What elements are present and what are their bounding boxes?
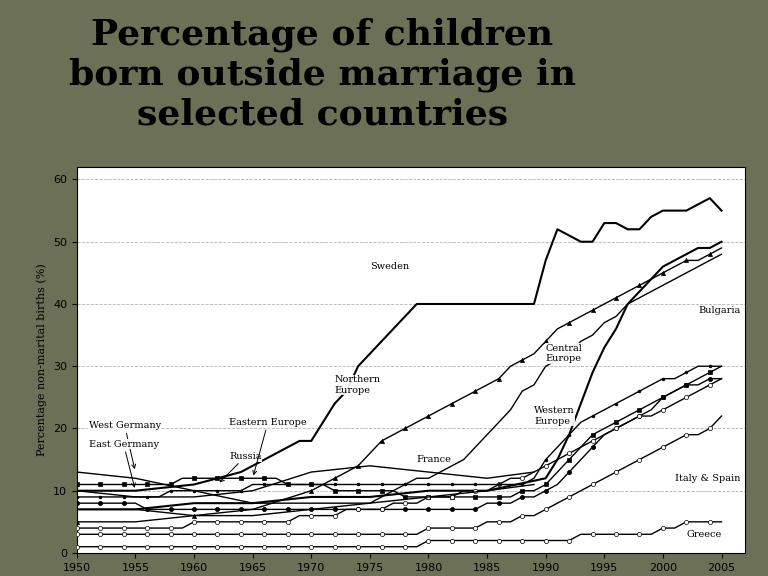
Text: West Germany: West Germany — [88, 421, 161, 468]
Text: Eastern Europe: Eastern Europe — [229, 418, 306, 475]
Text: Bulgaria: Bulgaria — [698, 306, 740, 314]
Y-axis label: Percentage non-marital births (%): Percentage non-marital births (%) — [37, 264, 48, 456]
Text: France: France — [417, 455, 452, 464]
Text: Italy & Spain: Italy & Spain — [674, 474, 740, 483]
Text: East Germany: East Germany — [88, 439, 158, 487]
Text: Greece: Greece — [687, 530, 722, 539]
Text: Northern
Europe: Northern Europe — [335, 375, 381, 395]
Text: Percentage of children
born outside marriage in
selected countries: Percentage of children born outside marr… — [69, 18, 576, 131]
Text: Western
Europe: Western Europe — [534, 406, 574, 426]
Text: Sweden: Sweden — [370, 262, 409, 271]
Text: Central
Europe: Central Europe — [546, 344, 583, 363]
Text: Russia: Russia — [220, 452, 262, 482]
